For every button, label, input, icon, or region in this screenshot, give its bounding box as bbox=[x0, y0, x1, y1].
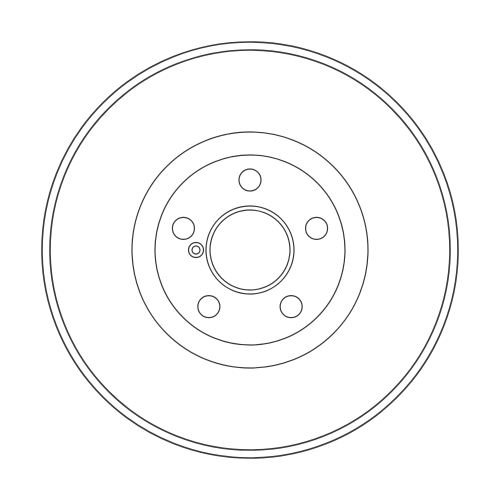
hub-outer-ring bbox=[155, 155, 345, 345]
friction-inner-ring bbox=[132, 132, 368, 368]
locator-pin-inner bbox=[192, 246, 200, 254]
bolt-hole bbox=[198, 296, 220, 318]
bolt-hole bbox=[306, 217, 328, 239]
brake-disc-diagram bbox=[0, 0, 500, 500]
bolt-hole bbox=[172, 217, 194, 239]
locator-pin bbox=[189, 243, 204, 258]
center-bore bbox=[206, 206, 294, 294]
bolt-hole bbox=[280, 296, 302, 318]
outer-edge-1 bbox=[42, 42, 458, 458]
center-bore-inner bbox=[210, 210, 290, 290]
bolt-holes bbox=[172, 169, 327, 318]
disc-rings bbox=[42, 42, 458, 458]
bolt-hole bbox=[239, 169, 261, 191]
locator-pin-outer bbox=[189, 243, 204, 258]
outer-edge-2 bbox=[50, 50, 450, 450]
